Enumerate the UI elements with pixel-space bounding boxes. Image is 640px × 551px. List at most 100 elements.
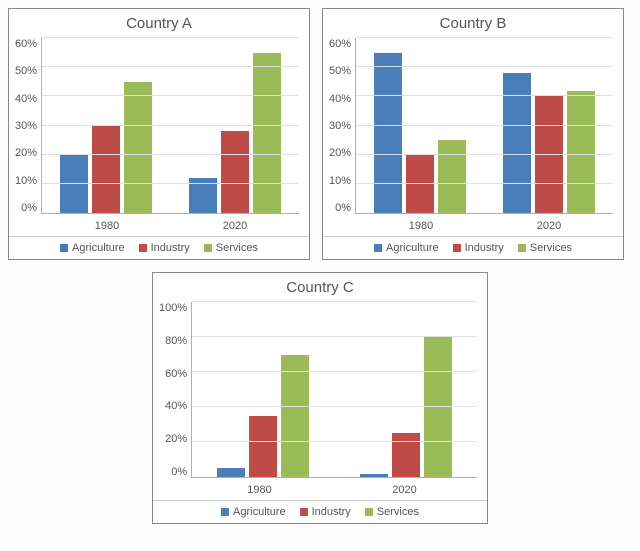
plot-wrap: 60% 50% 40% 30% 20% 10% 0% <box>15 38 299 214</box>
gridline <box>192 441 477 442</box>
legend-label: Agriculture <box>72 242 125 254</box>
chart-title: Country A <box>9 9 309 34</box>
legend: Agriculture Industry Services <box>323 236 623 259</box>
gridline <box>356 66 613 67</box>
bar-agriculture <box>217 468 245 477</box>
gridline <box>192 301 477 302</box>
legend-swatch <box>453 244 461 252</box>
gridline <box>356 183 613 184</box>
y-tick-label: 10% <box>329 175 351 187</box>
legend-item: Agriculture <box>374 242 439 254</box>
y-tick-label: 40% <box>15 93 37 105</box>
gridline <box>192 336 477 337</box>
x-axis: 19802020 <box>357 216 613 236</box>
plot-area <box>355 38 613 214</box>
bar-agriculture <box>503 73 531 213</box>
bar-group <box>356 38 484 213</box>
chart-panel-country-c: Country C 100% 80% 60% 40% 20% 0% 19802020 Ag… <box>152 272 488 524</box>
bars-container <box>192 302 477 477</box>
legend-item: Services <box>204 242 258 254</box>
chart-panel-country-b: Country B 60%50%40%30%20%10%0% 19802020 … <box>322 8 624 260</box>
x-tick-label: 1980 <box>357 216 485 236</box>
plot-area <box>191 302 477 478</box>
gridline <box>356 95 613 96</box>
bar-agriculture <box>360 474 388 478</box>
y-tick-label: 60% <box>165 368 187 380</box>
bar-services <box>253 53 281 213</box>
y-axis: 100% 80% 60% 40% 20% 0% <box>159 302 191 478</box>
legend-label: Agriculture <box>233 506 286 518</box>
bar-industry <box>535 96 563 213</box>
bar-services <box>281 355 309 478</box>
y-tick-label: 60% <box>15 38 37 50</box>
gridline <box>42 125 299 126</box>
x-tick-label: 1980 <box>187 480 332 500</box>
legend-swatch <box>204 244 212 252</box>
legend-swatch <box>221 508 229 516</box>
x-axis: 19802020 <box>187 480 477 500</box>
legend-item: Industry <box>453 242 504 254</box>
y-tick-label: 20% <box>165 433 187 445</box>
bar-group <box>485 38 613 213</box>
bar-services <box>124 82 152 213</box>
legend-swatch <box>60 244 68 252</box>
bar-industry <box>221 131 249 213</box>
x-axis: 19802020 <box>43 216 299 236</box>
gridline <box>192 406 477 407</box>
legend-label: Services <box>530 242 572 254</box>
y-tick-label: 20% <box>329 147 351 159</box>
y-tick-label: 0% <box>21 202 37 214</box>
bars-container <box>356 38 613 213</box>
y-tick-label: 30% <box>15 120 37 132</box>
gridline <box>42 37 299 38</box>
legend: Agriculture Industry Services <box>9 236 309 259</box>
y-tick-label: 40% <box>165 400 187 412</box>
y-tick-label: 0% <box>171 466 187 478</box>
legend-swatch <box>374 244 382 252</box>
plot-wrap: 60%50%40%30%20%10%0% <box>329 38 613 214</box>
y-axis: 60% 50% 40% 30% 20% 10% 0% <box>15 38 41 214</box>
gridline <box>356 37 613 38</box>
legend-label: Industry <box>151 242 190 254</box>
bar-group <box>42 38 170 213</box>
bar-services <box>424 337 452 477</box>
bar-group <box>171 38 299 213</box>
legend: Agriculture Industry Services <box>153 500 487 523</box>
legend-item: Agriculture <box>221 506 286 518</box>
charts-grid: Country A 60%50%40%30%20%10%0% 19802020 … <box>8 8 632 524</box>
legend-item: Services <box>518 242 572 254</box>
chart-title: Country B <box>323 9 623 34</box>
y-tick-label: 20% <box>15 147 37 159</box>
gridline <box>356 125 613 126</box>
gridline <box>42 183 299 184</box>
x-tick-label: 1980 <box>43 216 171 236</box>
y-tick-label: 80% <box>165 335 187 347</box>
gridline <box>192 371 477 372</box>
x-tick-label: 2020 <box>171 216 299 236</box>
legend-swatch <box>139 244 147 252</box>
y-tick-label: 10% <box>15 175 37 187</box>
gridline <box>42 154 299 155</box>
chart-title: Country C <box>153 273 487 298</box>
bar-industry <box>249 416 277 477</box>
plot-area <box>41 38 299 214</box>
legend-swatch <box>518 244 526 252</box>
bar-group <box>335 302 477 477</box>
legend-label: Services <box>216 242 258 254</box>
legend-item: Services <box>365 506 419 518</box>
y-tick-label: 30% <box>329 120 351 132</box>
chart-panel-country-a: Country A 60%50%40%30%20%10%0% 19802020 … <box>8 8 310 260</box>
legend-label: Services <box>377 506 419 518</box>
gridline <box>356 154 613 155</box>
bars-container <box>42 38 299 213</box>
y-axis: 60%50%40%30%20%10%0% <box>329 38 355 214</box>
legend-item: Industry <box>300 506 351 518</box>
legend-swatch <box>300 508 308 516</box>
bar-industry <box>92 126 120 214</box>
bar-agriculture <box>374 53 402 213</box>
x-tick-label: 2020 <box>485 216 613 236</box>
x-tick-label: 2020 <box>332 480 477 500</box>
y-tick-label: 60% <box>329 38 351 50</box>
y-tick-label: 100% <box>159 302 187 314</box>
y-tick-label: 50% <box>15 65 37 77</box>
